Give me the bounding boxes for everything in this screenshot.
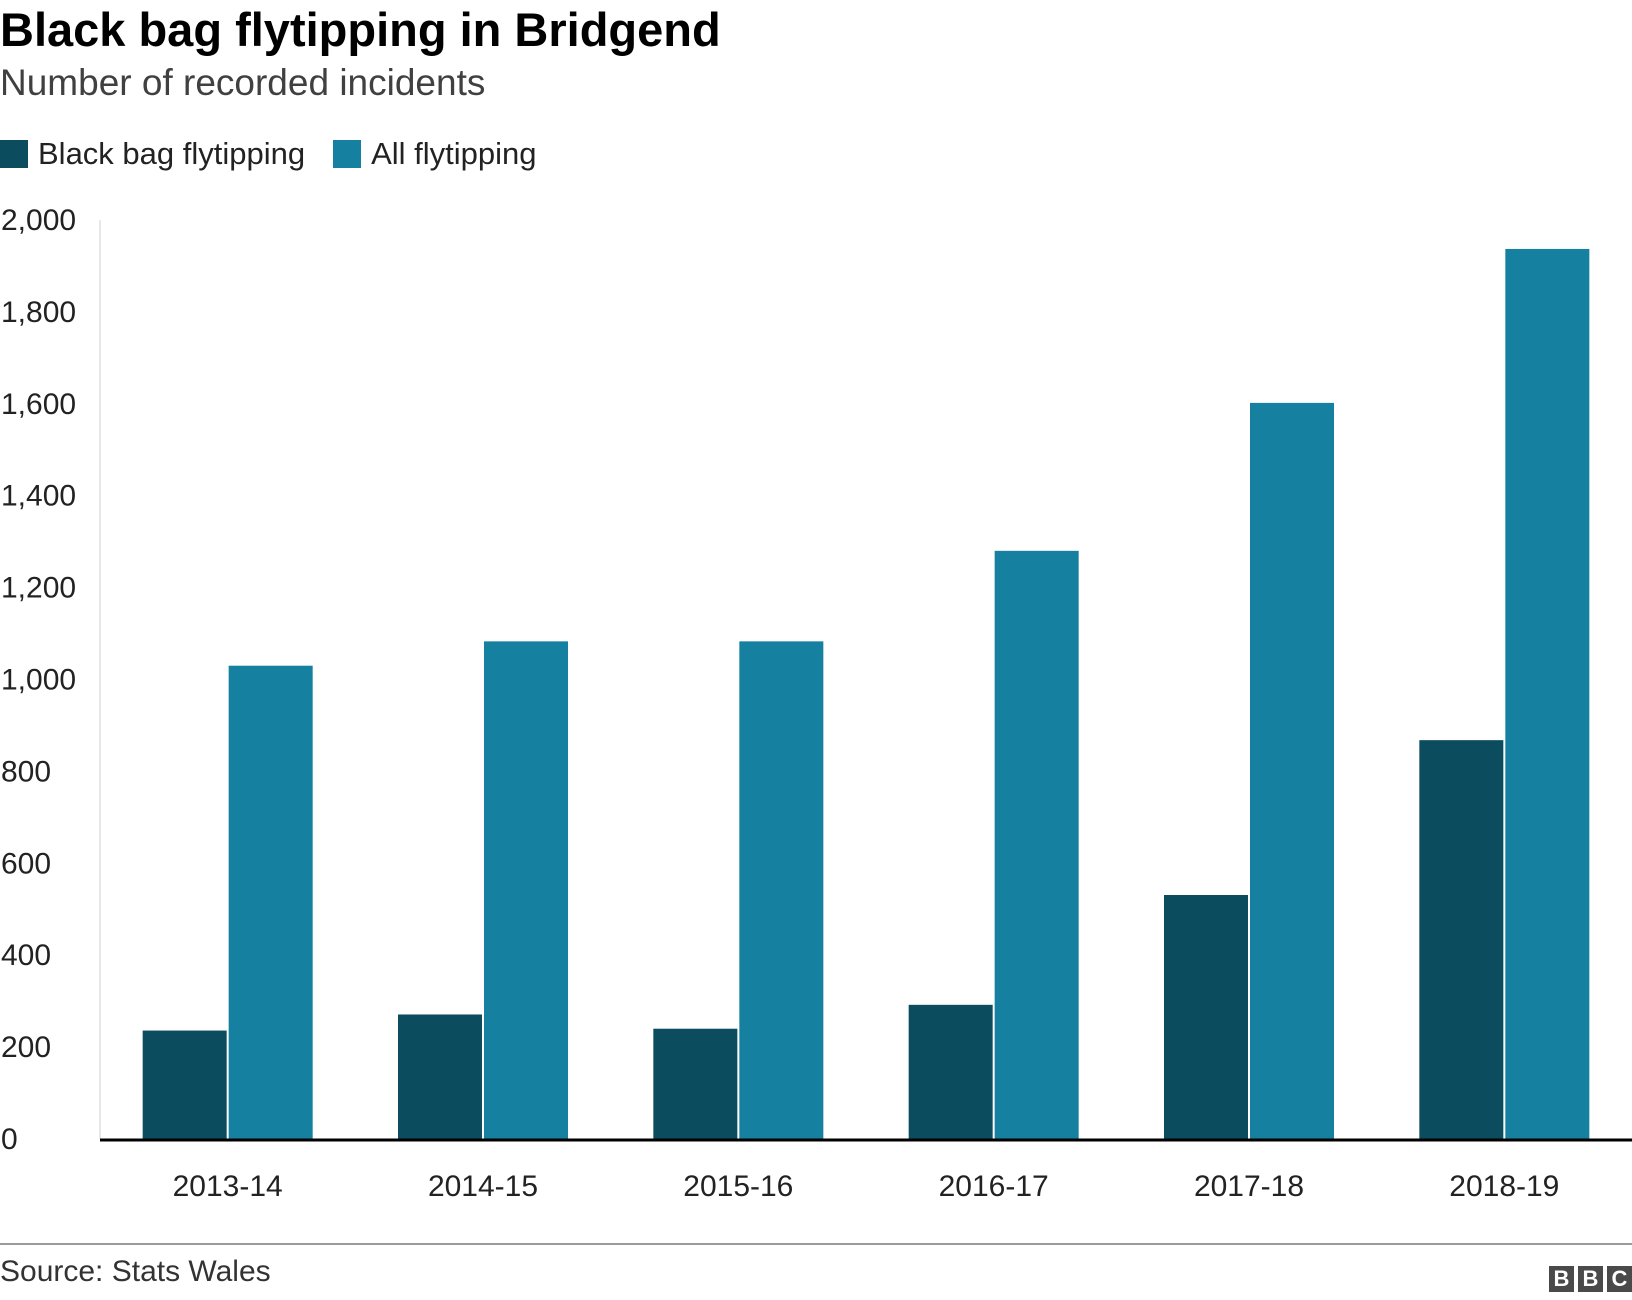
- bar-chart: 0 200 400 600 800 1,000 1,200 1,400 1,600 1,800 2,…: [1, 204, 1632, 1203]
- x-tick-label: 2018-19: [1449, 1170, 1559, 1203]
- x-tick-label: 2015-16: [683, 1170, 793, 1203]
- legend-item-all: All flytipping: [333, 136, 537, 172]
- y-tick-label: 200: [1, 1031, 51, 1064]
- bbc-logo-block-c: C: [1607, 1266, 1632, 1292]
- y-tick-label: 800: [1, 755, 51, 788]
- y-tick-label: 1,000: [1, 664, 76, 697]
- footer-divider: [0, 1243, 1632, 1245]
- bar: [908, 1004, 993, 1139]
- chart-subtitle: Number of recorded incidents: [0, 62, 486, 103]
- x-tick-label: 2017-18: [1194, 1170, 1304, 1203]
- bar: [142, 1030, 227, 1139]
- bar: [739, 641, 824, 1139]
- bar: [484, 641, 568, 1139]
- bar: [228, 665, 313, 1139]
- y-tick-label: 1,600: [1, 388, 76, 421]
- bar: [1419, 740, 1504, 1139]
- y-tick-label: 1,800: [1, 296, 76, 329]
- y-tick-label: 1,400: [1, 480, 76, 513]
- legend-swatch-black-bag: [0, 140, 28, 168]
- y-tick-label: 1,200: [1, 572, 76, 605]
- legend-label-black-bag: Black bag flytipping: [38, 136, 306, 171]
- bbc-logo: B B C: [1545, 1266, 1632, 1292]
- bar: [994, 550, 1079, 1139]
- bar: [653, 1028, 738, 1139]
- x-tick-label: 2016-17: [939, 1170, 1049, 1203]
- x-tick-label: 2013-14: [173, 1170, 283, 1203]
- y-tick-label: 2,000: [1, 204, 76, 237]
- source-note: Source: Stats Wales: [0, 1255, 271, 1288]
- bar: [1164, 895, 1248, 1139]
- y-tick-label: 400: [1, 939, 51, 972]
- bbc-logo-block-b2: B: [1578, 1266, 1603, 1292]
- bar: [398, 1014, 482, 1139]
- legend-swatch-all: [333, 140, 362, 168]
- chart-title: Black bag flytipping in Bridgend: [0, 3, 721, 56]
- y-tick-label: 0: [1, 1123, 18, 1156]
- bar: [1250, 402, 1334, 1140]
- y-tick-label: 600: [1, 847, 51, 880]
- legend-label-all: All flytipping: [371, 136, 537, 171]
- bbc-logo-block-b1: B: [1549, 1266, 1574, 1292]
- x-tick-label: 2014-15: [428, 1170, 538, 1203]
- legend-item-black-bag: Black bag flytipping: [0, 136, 305, 172]
- chart-legend: Black bag flytipping All flytipping: [0, 136, 565, 172]
- bar: [1505, 248, 1590, 1140]
